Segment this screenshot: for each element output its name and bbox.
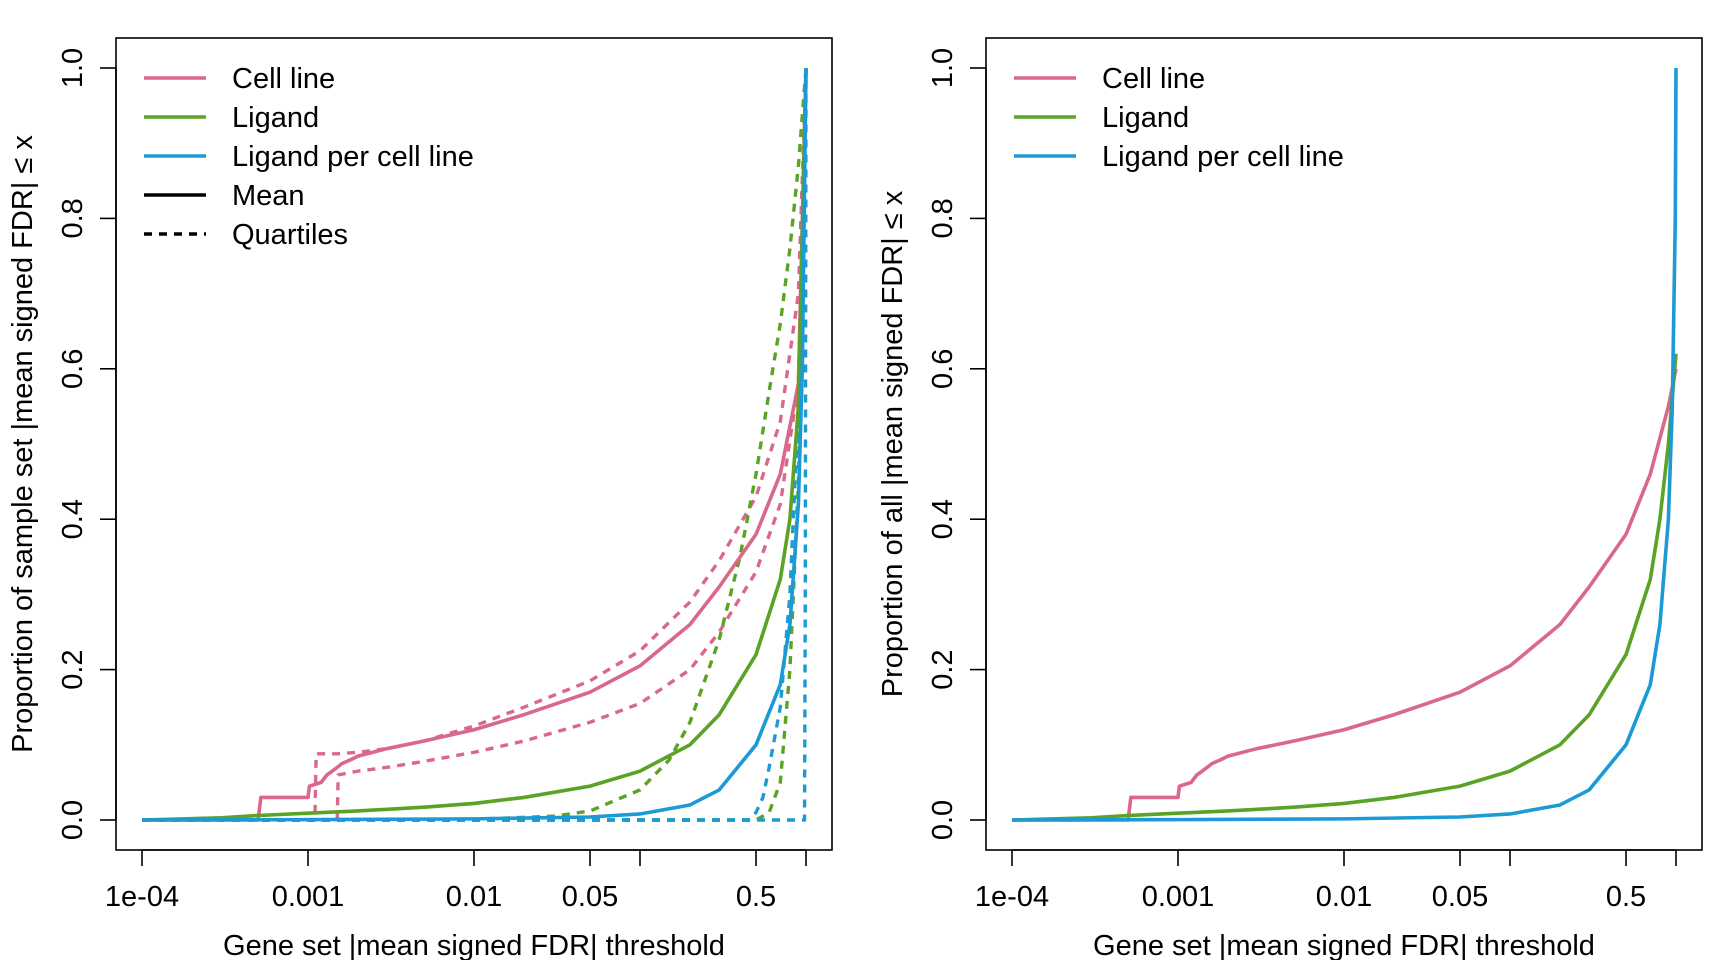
chart-panel-1: 1e-04 0.001 0.01 0.05 0.5 Gene set |mean sign…: [7, 37, 833, 960]
x-axis-title: Gene set |mean signed FDR| threshold: [223, 930, 725, 960]
y-tick-label: 0.0: [927, 800, 959, 840]
x-tick-label: 0.5: [1606, 881, 1646, 913]
y-tick-label: 0.6: [57, 349, 89, 389]
x-tick-label: 0.5: [736, 881, 776, 913]
y-axis: 0.0 0.2 0.4 0.6 0.8 1.0 Proportion of all |mea…: [877, 48, 987, 840]
chart-panel-2: 1e-04 0.001 0.01 0.05 0.5 Gene set |mean sign…: [877, 37, 1703, 960]
ligand-mean-line: [141, 67, 808, 822]
y-axis-title: Proportion of all |mean signed FDR| ≤ x: [877, 190, 909, 697]
x-tick-label: 1e-04: [105, 881, 179, 913]
ligand-per-cell-line-quartile-line: [142, 67, 808, 822]
y-tick-label: 0.4: [57, 499, 89, 539]
y-tick-label: 0.2: [927, 649, 959, 689]
x-tick-label: 0.001: [272, 881, 345, 913]
ligand-quartile-line: [141, 67, 808, 822]
x-tick-label: 0.001: [1142, 881, 1215, 913]
y-tick-label: 0.2: [57, 649, 89, 689]
legend-label: Cell line: [1102, 63, 1205, 95]
y-tick-label: 0.0: [57, 800, 89, 840]
ligand-per-cell-line-mean-line: [1011, 67, 1678, 822]
cell-line-quartile-line: [142, 67, 808, 822]
x-tick-label: 1e-04: [975, 881, 1049, 913]
legend-label: Quartiles: [232, 219, 348, 251]
x-tick-label: 0.01: [1316, 881, 1372, 913]
ligand-mean-line: [1011, 353, 1678, 822]
legend: Cell line Ligand Ligand per cell line: [1014, 63, 1344, 173]
legend-label: Mean: [232, 180, 305, 212]
y-tick-label: 1.0: [57, 48, 89, 88]
x-axis: 1e-04 0.001 0.01 0.05 0.5 Gene set |mean sign…: [975, 849, 1677, 960]
legend: Cell line Ligand Ligand per cell line Mean Q…: [144, 63, 474, 251]
legend-label: Ligand: [1102, 102, 1189, 134]
y-tick-label: 0.6: [927, 349, 959, 389]
legend-label: Ligand per cell line: [1102, 141, 1344, 173]
x-axis: 1e-04 0.001 0.01 0.05 0.5 Gene set |mean sign…: [105, 849, 807, 960]
series-group: [1011, 67, 1678, 822]
legend-label: Cell line: [232, 63, 335, 95]
legend-label: Ligand: [232, 102, 319, 134]
x-axis-title: Gene set |mean signed FDR| threshold: [1093, 930, 1595, 960]
y-axis-title: Proportion of sample set |mean signed FD…: [7, 135, 39, 753]
x-tick-label: 0.05: [562, 881, 618, 913]
y-axis: 0.0 0.2 0.4 0.6 0.8 1.0 Proportion of sample s…: [7, 48, 117, 840]
legend-label: Ligand per cell line: [232, 141, 474, 173]
series-group: [141, 67, 808, 822]
ligand-per-cell-line-mean-line: [141, 67, 808, 822]
y-tick-label: 0.8: [57, 198, 89, 238]
x-tick-label: 0.05: [1432, 881, 1488, 913]
x-tick-label: 0.01: [446, 881, 502, 913]
y-tick-label: 0.8: [927, 198, 959, 238]
cell-line-quartile-line: [142, 67, 808, 822]
y-tick-label: 1.0: [927, 48, 959, 88]
cell-line-mean-line: [142, 67, 808, 822]
cell-line-mean-line: [1012, 368, 1678, 822]
y-tick-label: 0.4: [927, 499, 959, 539]
